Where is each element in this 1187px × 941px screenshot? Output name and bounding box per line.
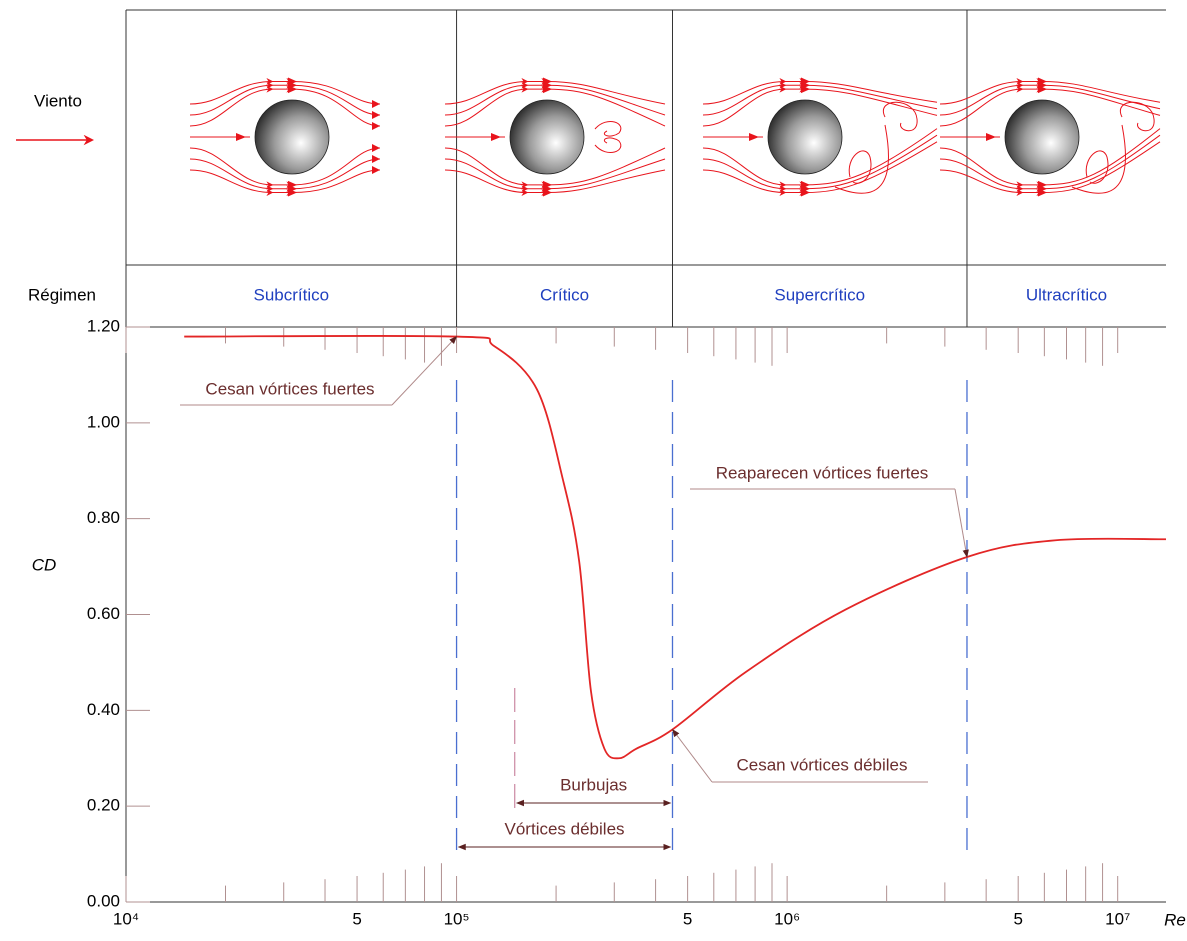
x-tick-label: 10⁵ [444,909,470,928]
annotation-leader [672,730,712,783]
arrowhead [372,155,380,163]
regime-header: Régimen [28,285,96,304]
annotation-text: Reaparecen vórtices fuertes [716,463,929,482]
cylinder [1005,100,1079,174]
arrowhead [372,111,380,119]
y-tick-label: 0.00 [87,891,120,910]
regime-name: Ultracrítico [1026,285,1107,304]
vortex [1086,151,1108,183]
vortex [595,138,621,153]
chart: Viento Régimen CD Re 0.00 0.20 0.40 0.60 0.8… [0,0,1187,936]
arrowhead [372,144,380,152]
cylinder [510,100,584,174]
x-tick-label: 5 [1013,909,1022,928]
annotation-text: Cesan vórtices fuertes [205,379,374,398]
x-tick-label: 10⁴ [113,909,139,928]
y-tick-label: 0.40 [87,700,120,719]
flow-panel [703,77,937,196]
arrowhead [491,133,501,141]
vortex [595,121,621,136]
flow-panel [190,77,380,196]
arrowhead [372,166,380,174]
x-tick-label: 5 [683,909,692,928]
arrowhead [986,133,996,141]
cd-curve [184,336,1166,758]
annotation-leader [955,489,967,557]
x-tick-label: 10⁶ [774,909,800,928]
range-label: Vórtices débiles [505,819,625,838]
range-label: Burbujas [560,775,627,794]
y-axis-title: CD [32,555,57,574]
vortex [883,102,917,131]
streamline [703,81,937,104]
x-axis-title: Re [1164,910,1186,929]
y-tick-label: 0.20 [87,796,120,815]
flow-panel [940,77,1160,196]
flow-diagrams [190,77,1160,196]
arrowhead [372,100,380,108]
y-tick-label: 0.60 [87,604,120,623]
cylinder [768,100,842,174]
flow-panel [445,77,665,196]
cylinder [255,100,329,174]
arrowhead [372,122,380,130]
y-tick-label: 0.80 [87,508,120,527]
regime-name: Crítico [540,285,589,304]
arrowhead [749,133,759,141]
wind-label: Viento [34,91,82,110]
annotation-text: Cesan vórtices débiles [736,755,907,774]
y-tick-label: 1.20 [87,316,120,335]
regime-name: Supercrítico [774,285,865,304]
vortex [835,125,888,193]
regime-name: Subcrítico [253,285,329,304]
x-tick-label: 10⁷ [1105,909,1130,928]
y-tick-label: 1.00 [87,412,120,431]
arrowhead [236,133,246,141]
x-tick-label: 5 [352,909,361,928]
